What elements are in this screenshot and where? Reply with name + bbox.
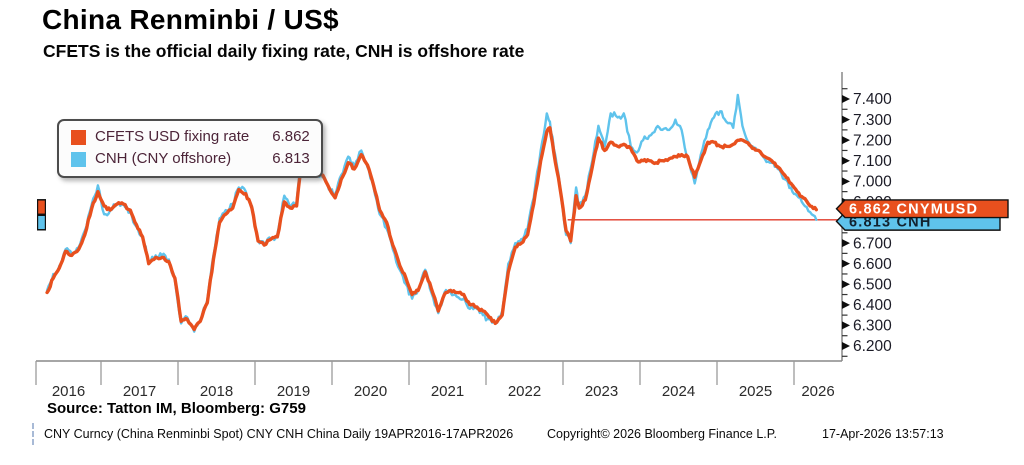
y-axis-label: 7.000 xyxy=(853,174,892,191)
cnymusd-price-flag-label: 6.862 CNYMUSD xyxy=(849,202,978,218)
legend-row-cfets[interactable]: CFETS USD fixing rate 6.862 xyxy=(71,126,310,148)
x-axis-label: 2016 xyxy=(52,383,85,400)
y-axis-tick-arrow-icon xyxy=(842,280,850,289)
cfets-edge-marker xyxy=(38,200,45,214)
y-axis-label: 7.400 xyxy=(853,91,892,108)
chart-legend: CFETS USD fixing rate 6.862 CNH (CNY off… xyxy=(57,119,323,178)
y-axis-tick-arrow-icon xyxy=(842,239,850,248)
legend-row-cnh[interactable]: CNH (CNY offshore) 6.813 xyxy=(71,148,310,170)
y-axis-label: 6.700 xyxy=(853,235,892,252)
y-axis-label: 6.300 xyxy=(853,318,892,335)
y-axis-tick-arrow-icon xyxy=(842,115,850,124)
x-axis-label: 2019 xyxy=(277,383,310,400)
legend-label: CNH (CNY offshore) xyxy=(95,150,232,167)
footer-ticker-info: CNY Curncy (China Renminbi Spot) CNY CNH… xyxy=(44,427,514,441)
cfets-line xyxy=(45,126,818,332)
cnh-price-flag-label: 6.813 CNH xyxy=(849,214,932,230)
x-axis-label: 2026 xyxy=(801,383,834,400)
y-axis-tick-arrow-icon xyxy=(842,259,850,268)
cnymusd-price-flag[interactable] xyxy=(835,199,1009,219)
y-axis-label: 6.600 xyxy=(853,256,892,273)
x-axis-label: 2025 xyxy=(739,383,772,400)
x-axis-label: 2020 xyxy=(354,383,387,400)
y-axis-tick-arrow-icon xyxy=(842,177,850,186)
x-axis-label: 2018 xyxy=(200,383,233,400)
x-axis-label: 2017 xyxy=(123,383,156,400)
legend-value: 6.862 xyxy=(272,128,310,145)
y-axis-tick-arrow-icon xyxy=(842,156,850,165)
y-axis-label: 7.100 xyxy=(853,153,892,170)
x-axis-label: 2021 xyxy=(431,383,464,400)
y-axis-tick-arrow-icon xyxy=(842,341,850,350)
cnh-edge-marker xyxy=(38,215,45,229)
y-axis-tick-arrow-icon xyxy=(842,136,850,145)
y-axis-label: 6.500 xyxy=(853,276,892,293)
cfets-swatch-icon xyxy=(71,129,86,145)
footer-timestamp: 17-Apr-2026 13:57:13 xyxy=(822,427,944,441)
y-axis-tick-arrow-icon xyxy=(842,300,850,309)
y-axis-label: 7.200 xyxy=(853,132,892,149)
footer-copyright: Copyright© 2026 Bloomberg Finance L.P. xyxy=(547,427,777,441)
y-axis-label: 6.200 xyxy=(853,338,892,355)
page-subtitle: CFETS is the official daily fixing rate,… xyxy=(43,41,525,61)
page-title: China Renminbi / US$ xyxy=(42,4,339,35)
y-axis-label: 6.400 xyxy=(853,297,892,314)
footer-cursor-mark xyxy=(32,423,34,445)
x-axis-label: 2023 xyxy=(585,383,618,400)
y-axis-tick-arrow-icon xyxy=(842,321,850,330)
legend-value: 6.813 xyxy=(272,150,310,167)
cnh-swatch-icon xyxy=(71,151,86,167)
legend-label: CFETS USD fixing rate xyxy=(95,128,250,145)
y-axis-label: 7.300 xyxy=(853,112,892,129)
source-note: Source: Tatton IM, Bloomberg: G759 xyxy=(47,400,306,417)
x-axis-label: 2022 xyxy=(508,383,541,400)
y-axis-tick-arrow-icon xyxy=(842,95,850,103)
x-axis-label: 2024 xyxy=(662,383,695,400)
